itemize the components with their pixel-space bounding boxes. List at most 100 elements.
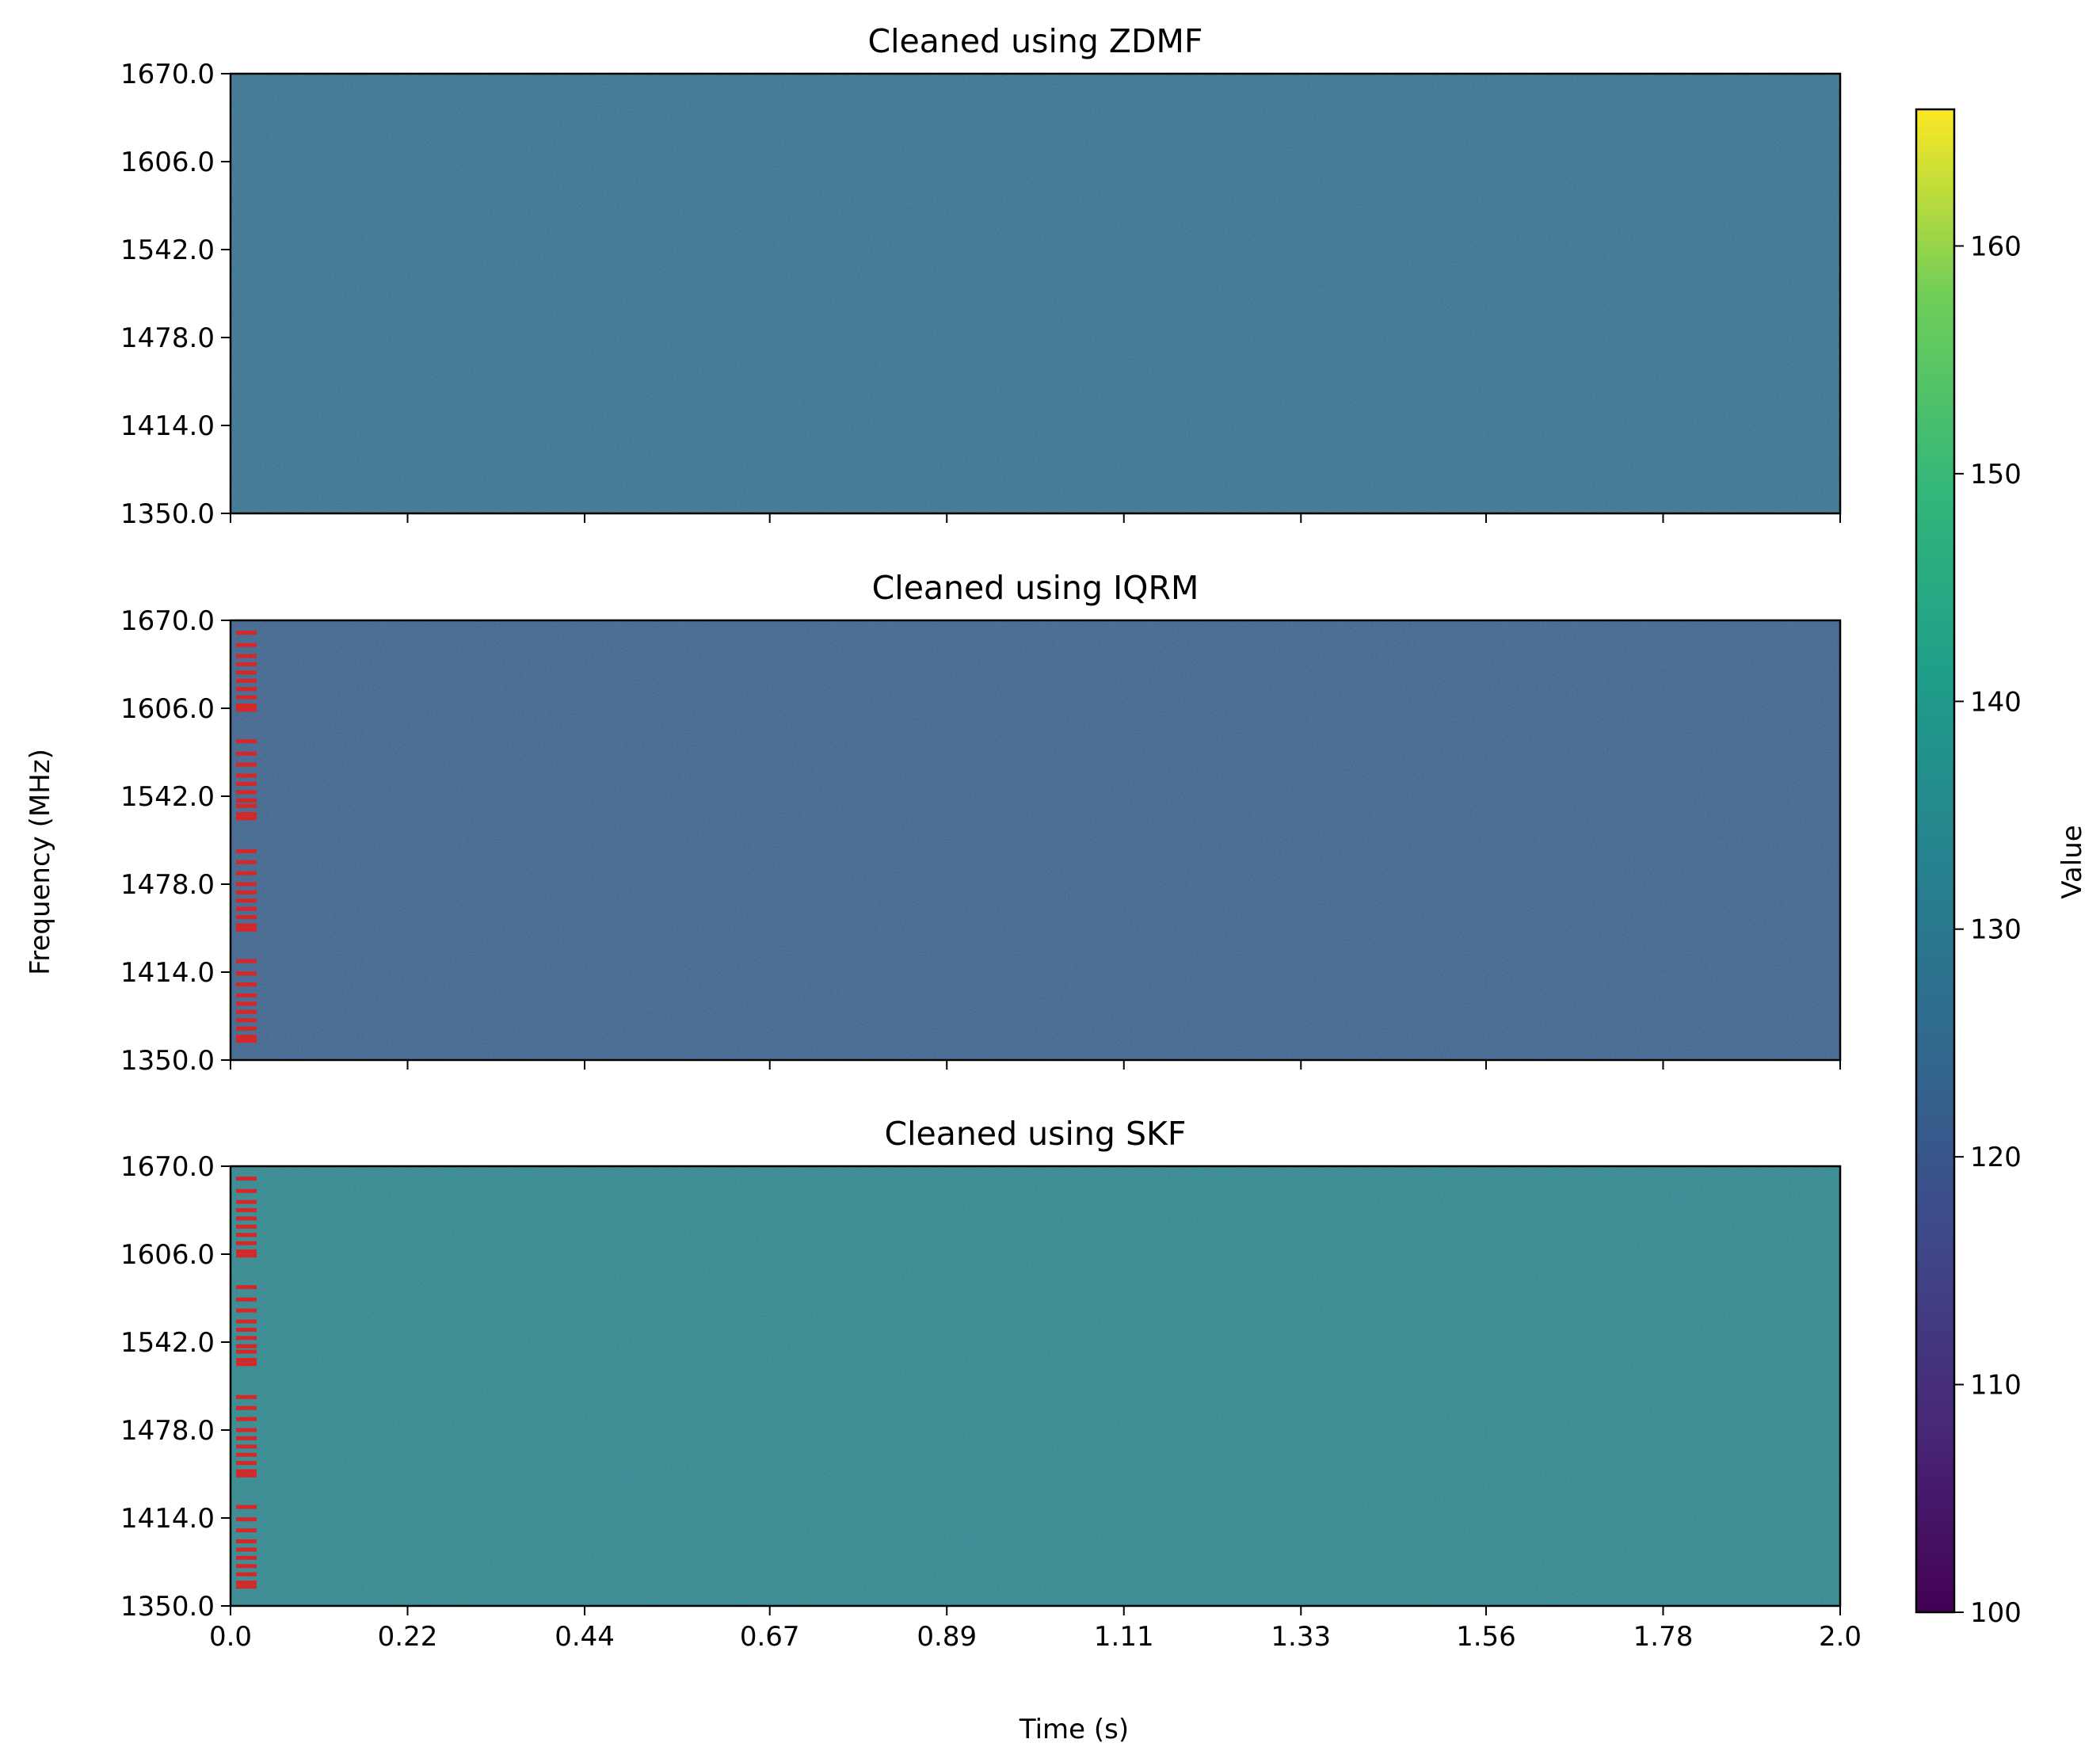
rfi-flag-marker — [236, 1394, 257, 1399]
rfi-flag-marker — [236, 1547, 257, 1552]
x-tick-label: 0.44 — [555, 1621, 615, 1653]
rfi-flag-marker — [236, 927, 257, 932]
rfi-flag-marker — [236, 695, 257, 700]
panel-2: Cleaned using IQRM 1670.0 1606.0 1542.0 1478… — [120, 569, 1842, 1077]
rfi-flag-marker — [236, 1461, 257, 1466]
rfi-flag-marker — [236, 762, 257, 767]
rfi-flag-marker — [236, 1436, 257, 1440]
rfi-flag-marker — [236, 1241, 257, 1245]
rfi-flag-marker — [236, 1505, 257, 1509]
panel-title: Cleaned using IQRM — [872, 569, 1199, 607]
rfi-flag-marker — [236, 1452, 257, 1457]
colorbar-gradient — [1916, 109, 1954, 1612]
x-tick-label: 1.33 — [1271, 1621, 1331, 1653]
rfi-flag-marker — [236, 803, 257, 808]
rfi-flag-marker — [236, 1539, 257, 1543]
x-tick-label: 0.67 — [740, 1621, 800, 1653]
rfi-flag-marker — [236, 890, 257, 894]
rfi-flag-marker — [236, 1233, 257, 1238]
rfi-flag-marker — [236, 773, 257, 778]
panel-3: Cleaned using SKF 1670.0 1606.0 1542.0 1478.… — [120, 1115, 1862, 1653]
rfi-flag-marker — [236, 1473, 257, 1478]
panel-frame — [229, 1165, 1842, 1608]
x-tick-label: 1.11 — [1094, 1621, 1154, 1653]
rfi-flag-marker — [236, 915, 257, 920]
rfi-flag-marker — [236, 704, 257, 708]
rfi-flag-marker — [236, 1585, 257, 1589]
x-tick-label: 1.78 — [1633, 1621, 1694, 1653]
rfi-flag-marker — [236, 1253, 257, 1258]
rfi-flag-marker — [236, 662, 257, 666]
rfi-flag-marker — [236, 923, 257, 928]
y-tick-label: 1350.0 — [120, 1045, 215, 1077]
rfi-flag-marker — [236, 1224, 257, 1229]
rfi-flag-marker — [236, 1572, 257, 1577]
colorbar-tick-label: 130 — [1970, 914, 2022, 946]
rfi-flag-marker — [236, 882, 257, 887]
rfi-flag-marker — [236, 1528, 257, 1533]
rfi-flag-marker — [236, 1308, 257, 1313]
rfi-flag-marker — [236, 906, 257, 911]
y-tick-label: 1350.0 — [120, 498, 215, 530]
y-tick-label: 1414.0 — [120, 1503, 215, 1535]
rfi-flag-marker — [236, 1009, 257, 1014]
y-tick-label: 1478.0 — [120, 322, 215, 354]
y-tick-label: 1606.0 — [120, 693, 215, 725]
rfi-flag-marker — [236, 849, 257, 853]
rfi-flag-marker — [236, 898, 257, 903]
rfi-flag-marker — [236, 790, 257, 795]
rfi-flag-marker — [236, 1405, 257, 1410]
y-tick-label: 1478.0 — [120, 1415, 215, 1447]
y-tick-label: 1478.0 — [120, 869, 215, 901]
rfi-flag-marker — [236, 1564, 257, 1569]
rfi-flag-marker — [236, 1349, 257, 1354]
heatmap-noise-texture — [231, 620, 1840, 1060]
rfi-flag-marker — [236, 1199, 257, 1204]
colorbar-label: Value — [2056, 825, 2088, 898]
panels-group: Cleaned using ZDMF 1670.0 1606.0 1542.0 1478… — [120, 22, 1862, 1653]
colorbar-tick-label: 120 — [1970, 1142, 2022, 1173]
colorbar-tick-label: 150 — [1970, 459, 2022, 490]
rfi-flag-marker — [236, 631, 257, 635]
rfi-flag-marker — [236, 1018, 257, 1023]
y-tick-label: 1542.0 — [120, 1327, 215, 1359]
rfi-flag-marker — [236, 707, 257, 712]
rfi-flag-marker — [236, 1362, 257, 1367]
y-tick-label: 1670.0 — [120, 605, 215, 637]
y-tick-label: 1414.0 — [120, 410, 215, 442]
rfi-flag-marker — [236, 1417, 257, 1421]
rfi-flag-marker — [236, 1249, 257, 1254]
rfi-flag-marker — [236, 860, 257, 864]
rfi-flag-marker — [236, 1327, 257, 1332]
panel-frame — [229, 619, 1842, 1062]
x-axis-label: Time (s) — [1019, 1714, 1129, 1745]
y-tick-label: 1542.0 — [120, 235, 215, 266]
rfi-flag-marker — [236, 1517, 257, 1522]
heatmap-noise-texture — [231, 1166, 1840, 1606]
colorbar-tick-label: 140 — [1970, 686, 2022, 718]
x-tick-label: 1.56 — [1456, 1621, 1516, 1653]
rfi-flag-marker — [236, 1188, 257, 1193]
colorbar-tick-label: 160 — [1970, 231, 2022, 262]
rfi-flag-marker — [236, 871, 257, 875]
heatmap-noise-texture — [231, 74, 1840, 513]
x-tick-label: 0.0 — [209, 1621, 252, 1653]
rfi-flag-marker — [236, 687, 257, 692]
rfi-flag-marker — [236, 982, 257, 987]
rfi-flag-marker — [236, 1469, 257, 1474]
rfi-flag-marker — [236, 781, 257, 786]
rfi-flag-marker — [236, 739, 257, 744]
rfi-flag-marker — [236, 1336, 257, 1341]
rfi-flag-marker — [236, 643, 257, 647]
rfi-flag-marker — [236, 1208, 257, 1212]
y-tick-label: 1350.0 — [120, 1591, 215, 1623]
rfi-flag-marker — [236, 1216, 257, 1221]
rfi-flag-marker — [236, 1285, 257, 1290]
x-tick-label: 0.89 — [917, 1621, 977, 1653]
rfi-flag-marker — [236, 1358, 257, 1363]
rfi-flag-marker — [236, 1001, 257, 1006]
panel-title: Cleaned using ZDMF — [867, 22, 1202, 60]
rfi-flag-marker — [236, 816, 257, 821]
x-tick-label: 0.22 — [378, 1621, 438, 1653]
